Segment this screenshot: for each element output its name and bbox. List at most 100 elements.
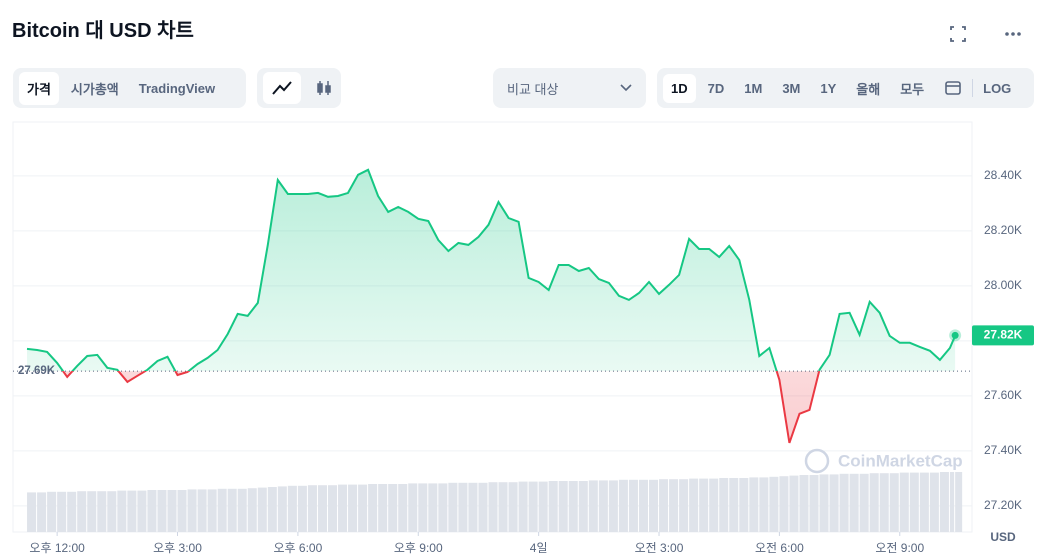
volume-bar [899, 472, 909, 532]
range[interactable]: 1M [744, 80, 763, 96]
volume-bar [799, 475, 809, 532]
volume-bar [137, 490, 147, 532]
volume-bar [187, 489, 197, 532]
volume-bar [659, 479, 669, 532]
volume-bar [277, 486, 287, 532]
volume-bar [819, 474, 829, 532]
tab[interactable]: 가격 [19, 71, 59, 105]
volume-bar [558, 481, 568, 532]
range[interactable]: 올해 [856, 81, 881, 97]
tab-group: 가격 시가총액 TradingView [13, 68, 246, 108]
volume-bar [488, 482, 498, 532]
reference-label: 27.69K [18, 365, 56, 377]
y-tick-label: 27.20K [984, 498, 1022, 512]
volume-bar [548, 481, 558, 532]
compare-label: 비교 대상 [507, 81, 559, 97]
volume-bar [809, 475, 819, 532]
volume-bar [919, 472, 929, 532]
range-group: 1D 7D 1M 3M 1Y 올해 모두 LOG [657, 68, 1034, 108]
volume-bar [789, 475, 799, 532]
volume-bar [97, 491, 107, 532]
volume-bar [107, 491, 117, 532]
volume-bar [889, 473, 899, 532]
volume-bar [297, 485, 307, 532]
x-tick-label: 오전 3:00 [635, 541, 684, 555]
more-icon[interactable] [1005, 32, 1021, 36]
volume-bar [779, 476, 789, 532]
title: Bitcoin 대 USD 차트 [12, 20, 194, 42]
compare-dropdown[interactable]: 비교 대상 [493, 68, 646, 108]
volume-bar [227, 488, 237, 532]
y-tick-label: 28.00K [984, 278, 1022, 292]
range[interactable]: 7D [707, 80, 725, 96]
volume-bar [518, 481, 528, 532]
volume-bar [879, 473, 889, 532]
current-dot [951, 331, 959, 339]
volume-bar [568, 481, 578, 532]
watermark-logo [804, 448, 830, 474]
volume-bar [127, 490, 137, 532]
volume-bar [458, 482, 468, 532]
volume-bar [217, 488, 227, 532]
volume-bar [358, 484, 368, 532]
volume-bar [578, 481, 588, 532]
y-tick-label: 28.40K [984, 168, 1022, 182]
volume-bar [207, 489, 217, 532]
axis-unit: USD [990, 530, 1016, 544]
volume-bar [538, 481, 548, 532]
volume-bar [57, 491, 67, 532]
tab[interactable]: 시가총액 [70, 81, 119, 97]
volume-bar [27, 492, 37, 532]
volume-bar [408, 483, 418, 532]
x-tick-label: 오전 9:00 [875, 541, 924, 555]
tab[interactable]: TradingView [138, 80, 216, 96]
range[interactable]: 모두 [900, 81, 925, 97]
volume-bar [955, 472, 963, 532]
volume-bar [679, 479, 689, 532]
volume-bar [648, 479, 659, 532]
volume-bar [528, 481, 538, 532]
volume-bar [849, 473, 859, 532]
candle-button[interactable] [305, 72, 343, 104]
volume-bar [197, 489, 207, 532]
volume-bar [929, 472, 939, 532]
log-button[interactable]: LOG [983, 80, 1012, 96]
volume-bar [257, 487, 267, 532]
volume-bar [638, 479, 648, 532]
x-tick-label: 오후 6:00 [274, 541, 323, 555]
y-tick-label: 28.20K [984, 223, 1022, 237]
range[interactable]: 1D [663, 73, 696, 103]
volume-bar [378, 484, 388, 532]
volume-bar [327, 485, 338, 532]
volume-bar [37, 492, 47, 532]
volume-bar [468, 482, 478, 532]
volume-bar [368, 484, 378, 532]
volume-bar [739, 478, 749, 532]
current-price-box [972, 325, 1034, 346]
volume-bar [869, 473, 879, 532]
volume-bar [498, 482, 508, 532]
volume-bar [267, 487, 277, 532]
volume-bar [478, 482, 488, 532]
volume-bar [859, 473, 869, 532]
volume-bar [398, 484, 408, 532]
fullscreen-icon[interactable] [950, 26, 966, 42]
volume-bar [428, 483, 438, 532]
price-line [26, 168, 957, 372]
volume-bar [287, 485, 297, 532]
area-above [27, 169, 956, 372]
volume-bar [147, 490, 157, 532]
range[interactable]: 3M [782, 80, 801, 96]
volume-bar [909, 472, 919, 532]
range[interactable]: 1Y [820, 80, 837, 96]
volume-bar [418, 483, 428, 532]
x-tick-label: 오후 3:00 [153, 541, 202, 555]
volume-bar [949, 472, 955, 532]
volume-bar [598, 480, 608, 532]
volume-bar [719, 478, 729, 532]
volume-bar [508, 482, 518, 532]
calendar[interactable] [936, 72, 970, 105]
line-button[interactable] [263, 72, 301, 104]
